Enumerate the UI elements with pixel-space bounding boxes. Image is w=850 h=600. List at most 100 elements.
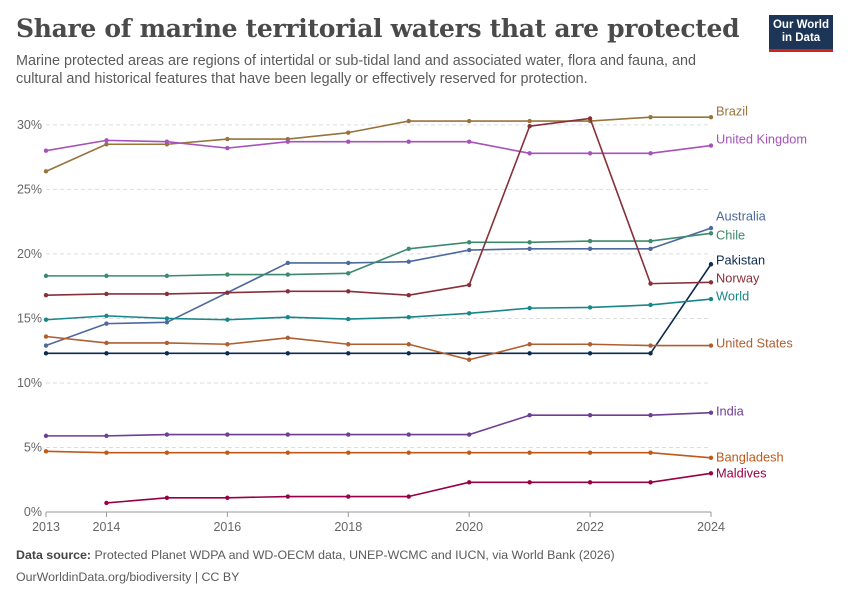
data-point-bangladesh[interactable] [225, 450, 230, 455]
series-label-chile[interactable]: Chile [716, 228, 745, 243]
data-point-maldives[interactable] [225, 495, 230, 501]
data-point-chile[interactable] [648, 238, 653, 244]
data-point-united-states[interactable] [527, 342, 532, 347]
data-point-bangladesh[interactable] [285, 450, 291, 455]
data-point-bangladesh[interactable] [587, 450, 593, 455]
owid-logo[interactable]: Our World in Data [769, 15, 833, 52]
data-point-brazil[interactable] [466, 118, 472, 124]
data-point-brazil[interactable] [527, 118, 532, 124]
data-point-world[interactable] [43, 317, 49, 322]
data-point-maldives[interactable] [346, 494, 351, 499]
data-point-chile[interactable] [285, 272, 291, 277]
data-point-pakistan[interactable] [104, 351, 109, 356]
data-point-united-kingdom[interactable] [587, 151, 593, 156]
data-point-brazil[interactable] [708, 114, 714, 120]
data-point-united-states[interactable] [708, 343, 714, 348]
data-point-pakistan[interactable] [406, 351, 411, 356]
data-point-maldives[interactable] [708, 471, 714, 476]
series-line-norway[interactable] [45, 117, 712, 297]
data-point-united-kingdom[interactable] [708, 143, 714, 148]
data-point-norway[interactable] [648, 281, 653, 286]
data-point-united-states[interactable] [225, 342, 230, 347]
data-point-bangladesh[interactable] [406, 450, 411, 455]
data-point-united-kingdom[interactable] [285, 139, 291, 144]
data-point-chile[interactable] [43, 273, 49, 279]
data-point-world[interactable] [708, 296, 714, 302]
data-point-united-kingdom[interactable] [225, 145, 230, 151]
series-label-bangladesh[interactable]: Bangladesh [716, 450, 784, 465]
data-point-world[interactable] [587, 305, 593, 310]
data-point-australia[interactable] [587, 246, 593, 251]
data-point-brazil[interactable] [225, 136, 230, 142]
data-point-norway[interactable] [527, 123, 532, 129]
data-point-bangladesh[interactable] [648, 450, 653, 455]
data-point-united-kingdom[interactable] [164, 139, 170, 144]
series-line-world[interactable] [45, 298, 712, 321]
data-point-world[interactable] [104, 313, 109, 319]
data-point-india[interactable] [225, 432, 230, 437]
data-point-norway[interactable] [346, 289, 351, 294]
series-label-united-states[interactable]: United States [716, 336, 793, 351]
data-point-australia[interactable] [164, 320, 170, 325]
data-point-chile[interactable] [225, 272, 230, 277]
data-point-brazil[interactable] [346, 130, 351, 135]
data-point-bangladesh[interactable] [466, 450, 472, 455]
data-point-pakistan[interactable] [285, 351, 291, 356]
data-point-pakistan[interactable] [648, 351, 653, 356]
data-point-brazil[interactable] [43, 169, 49, 174]
data-point-united-states[interactable] [43, 334, 49, 339]
data-point-maldives[interactable] [406, 494, 411, 499]
data-point-united-states[interactable] [466, 357, 472, 362]
series-line-brazil[interactable] [45, 116, 711, 173]
data-point-brazil[interactable] [648, 114, 653, 120]
data-point-australia[interactable] [406, 259, 411, 264]
series-label-maldives[interactable]: Maldives [716, 466, 767, 481]
series-line-united-kingdom[interactable] [45, 139, 712, 155]
data-point-world[interactable] [648, 302, 653, 308]
data-point-india[interactable] [104, 433, 109, 439]
data-point-india[interactable] [466, 432, 472, 437]
data-point-india[interactable] [587, 413, 593, 418]
data-point-norway[interactable] [708, 280, 714, 285]
data-point-bangladesh[interactable] [708, 455, 714, 461]
data-point-india[interactable] [708, 410, 714, 415]
data-point-pakistan[interactable] [164, 351, 170, 356]
data-point-pakistan[interactable] [466, 351, 472, 356]
data-point-norway[interactable] [43, 293, 49, 298]
data-point-maldives[interactable] [648, 480, 653, 485]
data-point-world[interactable] [346, 316, 351, 322]
data-point-brazil[interactable] [104, 142, 109, 147]
series-line-chile[interactable] [46, 232, 712, 277]
data-point-chile[interactable] [406, 246, 411, 251]
data-point-world[interactable] [285, 314, 291, 320]
data-point-bangladesh[interactable] [346, 450, 351, 455]
data-point-united-states[interactable] [164, 340, 170, 346]
data-point-australia[interactable] [708, 225, 714, 231]
data-point-bangladesh[interactable] [527, 450, 532, 455]
data-point-world[interactable] [164, 316, 170, 321]
data-point-pakistan[interactable] [587, 351, 593, 356]
data-point-pakistan[interactable] [527, 351, 532, 356]
series-label-norway[interactable]: Norway [716, 271, 760, 286]
series-line-australia[interactable] [45, 227, 712, 347]
data-point-united-states[interactable] [587, 342, 593, 347]
data-point-united-kingdom[interactable] [527, 151, 532, 156]
data-point-pakistan[interactable] [346, 351, 351, 356]
series-line-pakistan[interactable] [46, 263, 712, 355]
data-point-norway[interactable] [225, 290, 230, 295]
data-point-pakistan[interactable] [708, 262, 714, 267]
data-point-chile[interactable] [164, 273, 170, 279]
data-point-australia[interactable] [285, 260, 291, 266]
data-point-australia[interactable] [346, 260, 351, 266]
data-point-world[interactable] [406, 314, 411, 320]
data-point-united-kingdom[interactable] [104, 138, 109, 143]
data-point-brazil[interactable] [406, 118, 411, 124]
data-point-chile[interactable] [587, 238, 593, 244]
data-point-australia[interactable] [43, 343, 49, 348]
footer-url[interactable]: OurWorldinData.org/biodiversity | CC BY [16, 570, 240, 584]
series-line-united-states[interactable] [45, 335, 711, 361]
data-point-united-states[interactable] [648, 343, 653, 348]
data-point-maldives[interactable] [587, 480, 593, 485]
data-point-norway[interactable] [104, 291, 109, 297]
data-point-united-kingdom[interactable] [43, 148, 49, 153]
